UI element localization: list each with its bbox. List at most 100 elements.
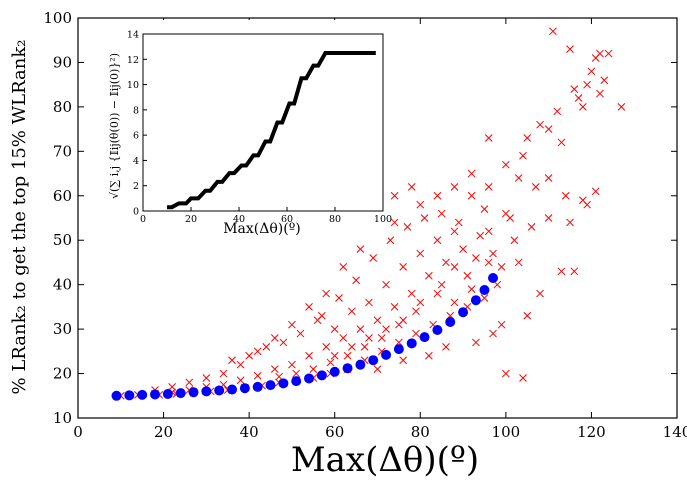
red-x-marker bbox=[360, 343, 369, 351]
blue-circle-marker bbox=[252, 381, 263, 392]
red-x-marker bbox=[544, 214, 553, 222]
blue-circle-marker bbox=[432, 325, 443, 335]
red-x-marker bbox=[484, 227, 493, 236]
inset-plot-frame bbox=[142, 33, 384, 212]
inset-line-series bbox=[167, 51, 376, 210]
red-x-marker bbox=[253, 347, 262, 356]
red-x-marker bbox=[318, 311, 326, 320]
blue-circle-marker bbox=[393, 344, 404, 355]
inset-y-axis-label: √(∑ i,j {𝕀ij(θ(0)) − 𝕀ij(0)}²) bbox=[108, 53, 121, 199]
red-x-marker bbox=[433, 191, 442, 200]
blue-circle-marker bbox=[150, 389, 161, 400]
red-x-marker bbox=[399, 316, 408, 325]
red-x-marker bbox=[322, 343, 331, 351]
red-x-marker bbox=[399, 263, 408, 271]
red-x-marker bbox=[236, 376, 245, 385]
red-x-marker bbox=[322, 289, 331, 298]
blue-circle-marker bbox=[214, 385, 225, 396]
main-x-tick-label: 80 bbox=[411, 423, 430, 441]
red-x-marker bbox=[373, 365, 382, 373]
blue-circle-marker bbox=[342, 363, 353, 374]
main-y-tick-label: 50 bbox=[53, 231, 72, 249]
red-x-marker bbox=[591, 54, 600, 62]
blue-circle-marker bbox=[445, 317, 456, 327]
blue-circle-marker bbox=[329, 366, 340, 377]
blue-circle-marker bbox=[488, 273, 499, 283]
red-x-marker bbox=[536, 289, 544, 298]
main-y-axis-label: % LRank₂ to get the top 15% WLRank₂ bbox=[9, 40, 30, 395]
main-plot-frame bbox=[77, 17, 678, 419]
red-x-marker bbox=[497, 263, 506, 271]
red-x-marker bbox=[463, 271, 472, 280]
red-x-marker bbox=[459, 245, 467, 253]
red-x-marker bbox=[549, 27, 557, 36]
red-x-marker bbox=[570, 85, 579, 93]
main-plot-area bbox=[77, 17, 678, 419]
red-x-marker bbox=[476, 231, 485, 240]
red-x-marker bbox=[574, 94, 583, 102]
red-x-marker bbox=[484, 258, 493, 267]
red-x-marker bbox=[553, 107, 562, 116]
red-x-marker bbox=[557, 138, 566, 147]
main-y-tick-label: 10 bbox=[53, 409, 72, 427]
red-x-marker bbox=[437, 280, 446, 289]
inset-x-tick-label: 40 bbox=[233, 214, 245, 225]
inset-y-tick-label: 10 bbox=[127, 80, 139, 91]
red-x-marker bbox=[412, 329, 420, 338]
main-y-tick-label: 20 bbox=[53, 365, 72, 383]
red-x-marker bbox=[343, 351, 352, 360]
red-x-marker bbox=[510, 236, 519, 245]
red-x-marker bbox=[450, 183, 459, 191]
red-x-marker bbox=[403, 223, 412, 231]
blue-circle-marker bbox=[470, 295, 481, 306]
red-x-marker bbox=[489, 249, 497, 258]
red-x-marker bbox=[407, 289, 416, 298]
red-x-marker bbox=[497, 320, 506, 329]
red-x-marker bbox=[489, 329, 497, 338]
red-x-marker bbox=[296, 329, 305, 338]
blue-circle-marker bbox=[419, 332, 430, 343]
red-x-marker bbox=[587, 67, 596, 76]
red-x-marker bbox=[326, 358, 335, 367]
red-x-marker bbox=[502, 160, 510, 169]
red-x-marker bbox=[416, 249, 425, 258]
red-x-marker bbox=[450, 298, 459, 307]
red-x-marker bbox=[502, 369, 510, 378]
blue-circle-marker bbox=[239, 383, 250, 394]
red-x-marker bbox=[288, 360, 296, 369]
red-x-marker bbox=[365, 334, 373, 342]
blue-circle-marker bbox=[479, 285, 490, 295]
red-x-marker bbox=[365, 298, 373, 307]
red-x-marker bbox=[519, 374, 527, 382]
main-x-axis-label: Max(Δθ)(º) bbox=[291, 440, 479, 478]
red-x-marker bbox=[467, 285, 476, 293]
blue-circle-marker bbox=[124, 390, 135, 401]
blue-scatter-series bbox=[111, 273, 499, 401]
red-x-marker bbox=[390, 303, 399, 311]
inset-y-tick-label: 12 bbox=[127, 55, 139, 66]
red-x-marker bbox=[591, 187, 600, 196]
red-x-marker bbox=[450, 263, 459, 271]
red-x-marker bbox=[390, 191, 399, 200]
red-x-marker bbox=[433, 236, 442, 245]
inset-y-tick-label: 0 bbox=[133, 207, 139, 218]
inset-x-tick-label: 20 bbox=[185, 214, 197, 225]
blue-circle-marker bbox=[265, 380, 276, 391]
red-x-marker bbox=[454, 218, 463, 227]
inset-x-tick-label: 0 bbox=[140, 214, 146, 225]
red-x-marker bbox=[437, 209, 446, 218]
inset-y-tick-label: 2 bbox=[133, 181, 139, 192]
inset-x-axis-label: Max(Δθ)(º) bbox=[223, 221, 301, 237]
red-x-marker bbox=[399, 356, 408, 365]
main-x-tick-label: 140 bbox=[663, 423, 687, 441]
blue-circle-marker bbox=[316, 370, 327, 381]
blue-circle-marker bbox=[111, 390, 122, 401]
blue-circle-marker bbox=[227, 384, 238, 395]
red-x-marker bbox=[472, 254, 480, 262]
red-x-marker bbox=[305, 303, 313, 311]
red-x-marker bbox=[514, 174, 523, 182]
red-x-marker bbox=[484, 134, 493, 142]
red-x-marker bbox=[523, 311, 532, 320]
red-x-marker bbox=[262, 343, 271, 351]
